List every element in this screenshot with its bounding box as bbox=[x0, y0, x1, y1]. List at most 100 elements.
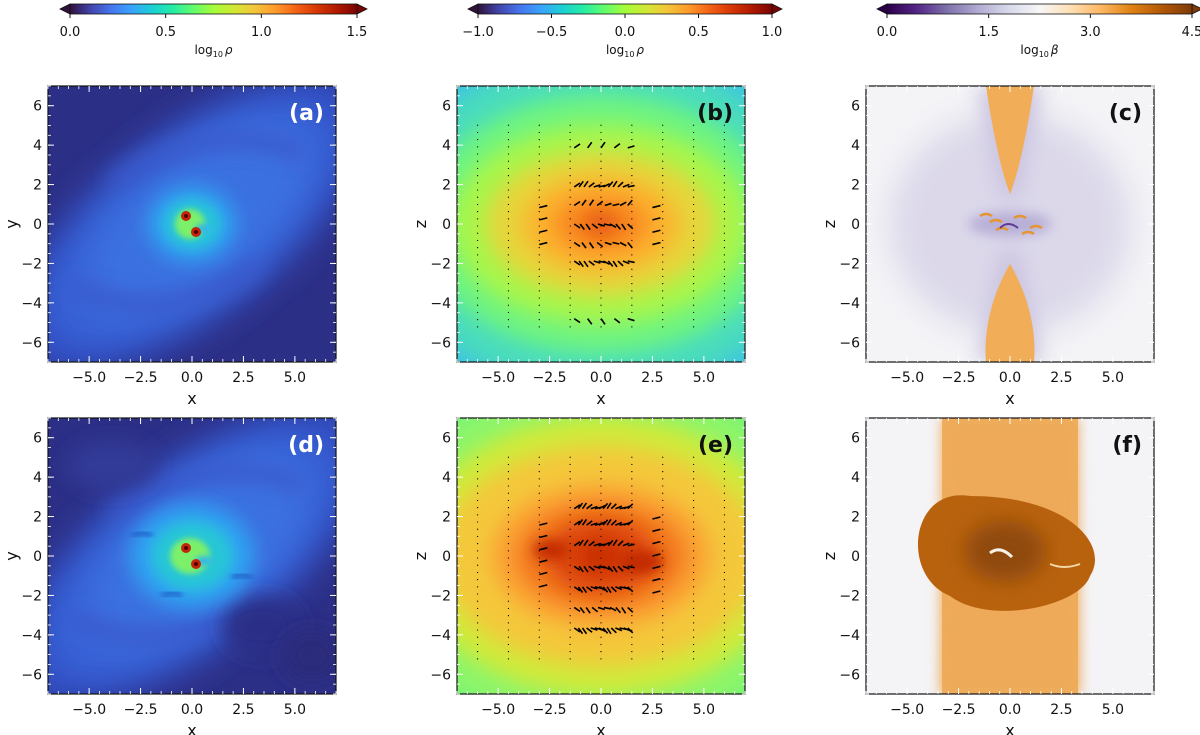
velocity-arrow bbox=[585, 606, 591, 614]
velocity-dot bbox=[569, 297, 571, 299]
velocity-dot bbox=[723, 189, 726, 191]
velocity-arrow bbox=[615, 586, 623, 591]
velocity-dot bbox=[569, 182, 571, 184]
x-axis-label: x bbox=[187, 389, 196, 408]
velocity-dot bbox=[507, 146, 510, 148]
velocity-dot bbox=[600, 311, 602, 314]
velocity-dot bbox=[631, 615, 633, 617]
velocity-arrow bbox=[621, 606, 627, 614]
velocity-arrow bbox=[602, 502, 609, 510]
velocity-dot bbox=[507, 463, 510, 466]
velocity-dot bbox=[723, 290, 726, 292]
velocity-arrow bbox=[627, 519, 634, 526]
velocity-dot bbox=[538, 275, 540, 278]
velocity-arrow bbox=[627, 260, 635, 264]
current-sheet bbox=[1029, 224, 1043, 230]
velocity-dot bbox=[662, 636, 664, 638]
velocity-dot bbox=[538, 579, 540, 581]
velocity-arrow bbox=[604, 202, 612, 207]
velocity-dot bbox=[507, 304, 510, 306]
velocity-dot bbox=[631, 658, 633, 660]
velocity-dot bbox=[476, 622, 479, 624]
velocity-dot bbox=[507, 290, 510, 292]
velocity-arrow bbox=[615, 606, 622, 614]
colorbar-extend-high bbox=[1191, 3, 1200, 15]
velocity-dot bbox=[538, 254, 540, 256]
velocity-dot bbox=[476, 225, 479, 227]
velocity-dot bbox=[476, 658, 479, 660]
velocity-dot bbox=[662, 261, 664, 263]
velocity-dot bbox=[476, 507, 479, 509]
velocity-dot bbox=[476, 182, 479, 184]
velocity-arrow bbox=[652, 516, 661, 520]
velocity-dot bbox=[538, 203, 540, 206]
velocity-arrow bbox=[593, 260, 601, 264]
velocity-dot bbox=[662, 189, 664, 191]
x-tick-label: −2.5 bbox=[124, 702, 158, 718]
velocity-dot bbox=[662, 615, 664, 617]
velocity-dot bbox=[692, 203, 695, 206]
velocity-arrow bbox=[573, 627, 581, 633]
velocity-dot bbox=[538, 463, 540, 466]
velocity-dot bbox=[692, 124, 695, 126]
velocity-dot bbox=[507, 514, 510, 516]
velocity-dot bbox=[600, 261, 602, 263]
velocity-dot bbox=[569, 528, 571, 530]
panel-label: (c) bbox=[1109, 101, 1142, 126]
colorbar-tick-label: 1.5 bbox=[347, 25, 368, 40]
velocity-dot bbox=[723, 218, 726, 220]
velocity-arrow bbox=[602, 586, 609, 593]
velocity-dot bbox=[507, 211, 510, 213]
velocity-dot bbox=[692, 225, 695, 227]
velocity-dot bbox=[662, 550, 664, 552]
velocity-dot bbox=[476, 651, 479, 653]
velocity-arrow bbox=[596, 241, 604, 248]
velocity-arrow bbox=[581, 586, 588, 594]
panel-label: (e) bbox=[698, 433, 733, 458]
velocity-dot bbox=[662, 304, 664, 306]
velocity-dot bbox=[507, 658, 510, 660]
y-tick-label: −6 bbox=[21, 667, 42, 683]
velocity-arrow bbox=[617, 540, 624, 547]
velocity-dot bbox=[569, 160, 571, 162]
y-tick-label: 4 bbox=[33, 138, 42, 154]
velocity-dot bbox=[507, 564, 510, 566]
velocity-dot bbox=[631, 182, 633, 184]
velocity-arrow bbox=[603, 541, 610, 547]
velocity-arrow bbox=[609, 606, 617, 612]
velocity-dot bbox=[476, 283, 479, 285]
velocity-dot bbox=[662, 514, 664, 516]
velocity-dot bbox=[662, 543, 664, 545]
velocity-dot bbox=[631, 254, 633, 256]
y-axis-label: z bbox=[820, 552, 839, 560]
velocity-dot bbox=[692, 471, 695, 473]
velocity-dot bbox=[569, 247, 571, 249]
velocity-arrow bbox=[652, 229, 661, 234]
velocity-dot bbox=[476, 543, 479, 545]
velocity-dot bbox=[662, 175, 664, 177]
velocity-dot bbox=[476, 304, 479, 306]
velocity-dot bbox=[600, 507, 602, 509]
velocity-dot bbox=[692, 304, 695, 306]
velocity-dot bbox=[723, 268, 726, 270]
velocity-dot bbox=[507, 139, 510, 141]
velocity-dot bbox=[723, 182, 726, 184]
velocity-dot bbox=[662, 629, 664, 631]
velocity-dot bbox=[600, 622, 602, 624]
velocity-dot bbox=[476, 232, 479, 234]
velocity-dot bbox=[538, 189, 540, 191]
velocity-dot bbox=[476, 550, 479, 552]
velocity-dot bbox=[600, 297, 602, 299]
velocity-dot bbox=[662, 247, 664, 249]
velocity-arrow bbox=[603, 565, 610, 571]
velocity-dot bbox=[662, 211, 664, 213]
velocity-arrow bbox=[607, 565, 614, 573]
velocity-dot bbox=[600, 189, 602, 191]
velocity-dot bbox=[662, 607, 664, 610]
velocity-dot bbox=[476, 160, 479, 162]
y-tick-label: −4 bbox=[839, 296, 860, 312]
velocity-dot bbox=[538, 535, 540, 538]
velocity-dot bbox=[538, 586, 540, 588]
velocity-dot bbox=[723, 311, 726, 314]
colorbar-extend-high bbox=[771, 3, 783, 15]
